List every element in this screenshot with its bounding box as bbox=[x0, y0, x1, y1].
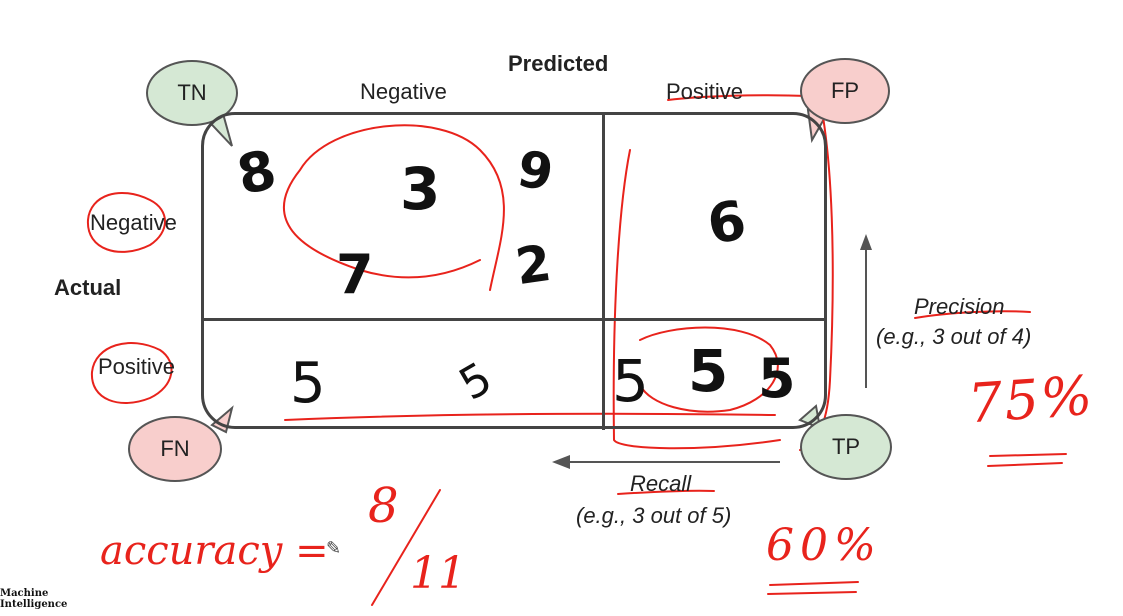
row-negative-circle-stroke bbox=[86, 191, 166, 253]
recall-underline-stroke bbox=[617, 489, 715, 495]
actual-header: Actual bbox=[54, 275, 122, 300]
recall-arrow-head bbox=[552, 455, 570, 469]
predicted-header: Predicted bbox=[508, 51, 609, 76]
fn-label: FN bbox=[160, 436, 190, 461]
grid-horizontal-divider bbox=[203, 318, 825, 321]
recall-title: Recall bbox=[630, 471, 692, 496]
fp-bubble: FP bbox=[800, 58, 890, 124]
tp-digit: 5 bbox=[688, 337, 729, 405]
accuracy-denominator: 11 bbox=[410, 548, 466, 599]
pencil-icon: ✎ bbox=[326, 538, 342, 558]
accuracy-numerator: 8 bbox=[368, 478, 399, 534]
accuracy-handwritten-label: accuracy = bbox=[100, 528, 329, 574]
precision-underline-stroke bbox=[914, 310, 1031, 319]
row-header-positive: Positive bbox=[98, 354, 176, 379]
accuracy-fraction-slash bbox=[371, 489, 441, 606]
tp-label: TP bbox=[831, 434, 861, 459]
tp-bubble: TP bbox=[800, 414, 892, 480]
precision-arrow-head bbox=[860, 234, 872, 250]
column-header-negative: Negative bbox=[360, 79, 447, 104]
grid-vertical-divider bbox=[602, 113, 605, 430]
column-header-positive: Positive bbox=[666, 79, 744, 104]
tp-digit: 5 bbox=[758, 347, 796, 410]
tn-digit: 2 bbox=[512, 233, 555, 297]
recall-handwritten-value: 60% bbox=[766, 520, 882, 571]
fn-underline-stroke bbox=[284, 412, 776, 421]
row-header-negative: Negative bbox=[90, 210, 177, 235]
precision-title: Precision bbox=[914, 294, 1005, 319]
fp-label: FP bbox=[830, 78, 860, 103]
recall-example: (e.g., 3 out of 5) bbox=[576, 503, 732, 528]
tp-circle-stroke bbox=[639, 326, 779, 413]
precision-example: (e.g., 3 out of 4) bbox=[876, 324, 1032, 349]
precision-handwritten-value: 75% bbox=[965, 363, 1097, 436]
tp-digit: 5 bbox=[612, 347, 649, 415]
brand-line-1: Machine bbox=[0, 588, 49, 599]
brand-logo: Machine Intelligence bbox=[0, 570, 67, 610]
confusion-matrix-frame bbox=[201, 112, 827, 429]
fn-digit: 5 bbox=[290, 351, 326, 416]
recall-value-underline bbox=[767, 581, 859, 595]
brand-line-2: Intelligence bbox=[0, 599, 68, 610]
fn-bubble: FN bbox=[128, 416, 222, 482]
row-positive-circle-stroke bbox=[90, 342, 173, 404]
tn-digit: 3 bbox=[400, 155, 441, 223]
tn-digit: 7 bbox=[336, 243, 374, 306]
positive-column-bracket bbox=[612, 94, 809, 450]
tn-label: TN bbox=[177, 80, 207, 105]
tn-circle-stroke bbox=[282, 124, 505, 291]
precision-value-underline bbox=[987, 453, 1067, 467]
